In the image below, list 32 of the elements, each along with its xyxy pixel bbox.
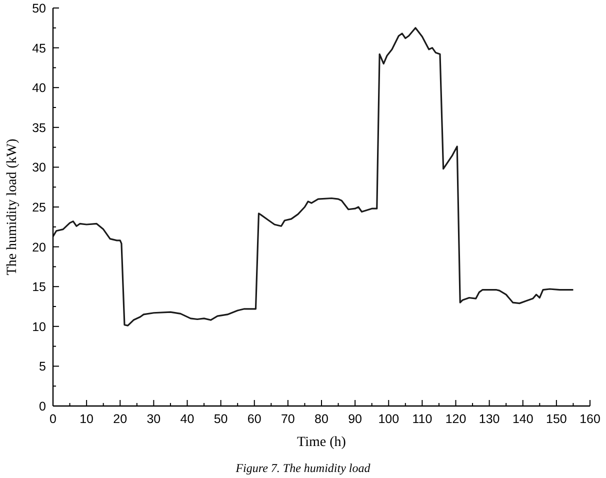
y-tick-label: 30 bbox=[32, 160, 46, 175]
y-tick-label: 20 bbox=[32, 240, 46, 254]
x-tick-label: 80 bbox=[314, 412, 328, 426]
line-series bbox=[52, 27, 574, 326]
x-tick-label: 150 bbox=[546, 412, 567, 426]
y-tick-label: 15 bbox=[32, 280, 46, 294]
x-tick-label: 20 bbox=[113, 412, 128, 426]
x-axis-title: Time (h) bbox=[297, 435, 346, 450]
x-tick-label: 120 bbox=[445, 412, 466, 426]
y-tick-label: 5 bbox=[39, 360, 46, 374]
y-tick-label: 40 bbox=[32, 81, 46, 96]
x-tick-label: 10 bbox=[80, 412, 94, 426]
x-tick-label: 160 bbox=[580, 412, 600, 426]
y-tick-label: 45 bbox=[32, 41, 46, 56]
y-tick-label: 50 bbox=[32, 2, 46, 16]
y-tick-label: 35 bbox=[32, 120, 46, 135]
x-tick-label: 30 bbox=[146, 412, 161, 426]
y-axis-title: The humidity load (kW) bbox=[5, 138, 20, 276]
x-tick-label: 130 bbox=[478, 412, 500, 426]
x-tick-label: 0 bbox=[50, 412, 57, 426]
x-tick-label: 70 bbox=[280, 412, 295, 426]
x-tick-label: 50 bbox=[214, 412, 228, 426]
x-tick-label: 60 bbox=[247, 412, 262, 426]
y-tick-label: 25 bbox=[32, 200, 46, 214]
y-tick-label: 10 bbox=[32, 320, 46, 334]
x-tick-label: 140 bbox=[512, 412, 534, 426]
x-tick-label: 90 bbox=[348, 412, 362, 426]
x-tick-label: 110 bbox=[412, 412, 432, 426]
y-tick-label: 0 bbox=[39, 400, 46, 414]
caption: Figure 7. The humidity load bbox=[234, 461, 372, 475]
x-tick-label: 40 bbox=[180, 412, 194, 426]
x-tick-label: 100 bbox=[378, 412, 400, 426]
